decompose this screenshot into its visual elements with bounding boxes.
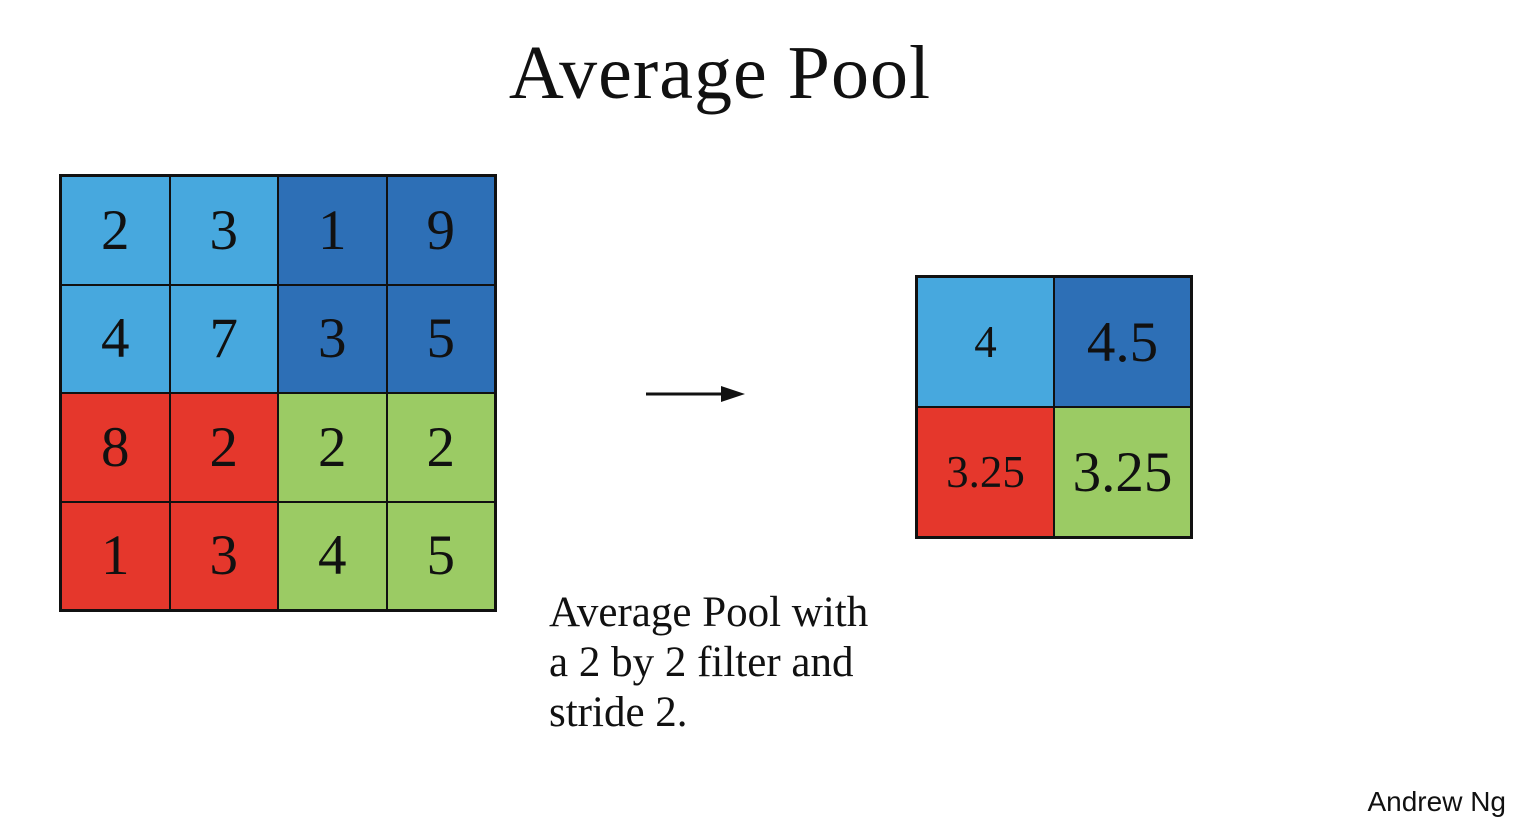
grid-cell: 8 bbox=[61, 393, 170, 502]
output-grid: 4 4.5 3.25 3.25 bbox=[915, 275, 1193, 539]
grid-cell: 1 bbox=[278, 176, 387, 285]
grid-cell: 2 bbox=[278, 393, 387, 502]
grid-cell: 4 bbox=[61, 284, 170, 393]
grid-cell: 4 bbox=[917, 277, 1054, 407]
caption-line: Average Pool with bbox=[549, 589, 869, 636]
grid-cell: 2 bbox=[61, 176, 170, 285]
grid-cell: 3 bbox=[169, 501, 278, 610]
grid-cell: 5 bbox=[386, 501, 495, 610]
grid-cell: 3 bbox=[169, 176, 278, 285]
grid-cell: 3.25 bbox=[917, 407, 1054, 537]
caption-line: a 2 by 2 filter and bbox=[549, 639, 854, 686]
author-credit: Andrew Ng bbox=[1367, 786, 1506, 817]
page-title: Average Pool bbox=[508, 31, 932, 115]
grid-cell: 9 bbox=[386, 176, 495, 285]
grid-cell: 7 bbox=[169, 284, 278, 393]
grid-cell: 1 bbox=[61, 501, 170, 610]
grid-cell: 5 bbox=[386, 284, 495, 393]
caption: Average Pool with a 2 by 2 filter and st… bbox=[549, 588, 868, 738]
grid-cell: 4.5 bbox=[1054, 277, 1191, 407]
grid-cell: 3 bbox=[278, 284, 387, 393]
grid-cell: 2 bbox=[169, 393, 278, 502]
caption-line: stride 2. bbox=[549, 689, 688, 736]
grid-cell: 2 bbox=[386, 393, 495, 502]
grid-cell: 3.25 bbox=[1054, 407, 1191, 537]
right-arrow-icon bbox=[646, 386, 745, 402]
grid-cell: 4 bbox=[278, 501, 387, 610]
